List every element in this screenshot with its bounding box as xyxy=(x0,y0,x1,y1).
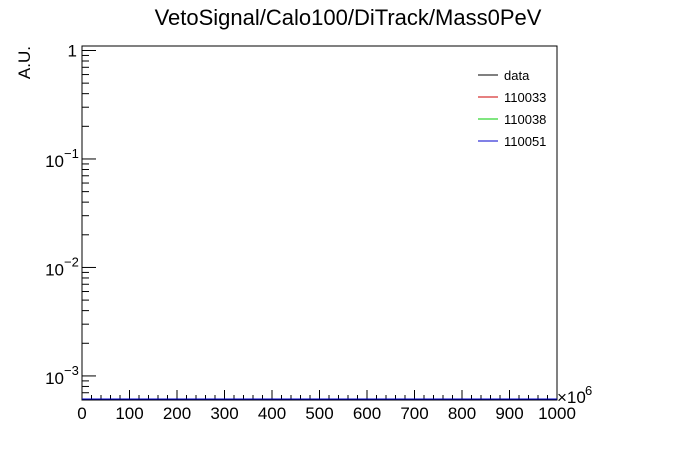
y-tick-exponent: −2 xyxy=(64,254,79,269)
plot-frame xyxy=(81,45,558,401)
x-scale-label: ×10 xyxy=(557,388,586,407)
y-axis-label: A.U. xyxy=(15,46,34,79)
chart-title: VetoSignal/Calo100/DiTrack/Mass0PeV xyxy=(155,5,542,30)
x-tick-label: 400 xyxy=(258,404,286,423)
x-tick-label: 500 xyxy=(305,404,333,423)
y-tick-label: 1 xyxy=(68,41,77,60)
x-axis-scale-factor: ×10 6 xyxy=(557,383,592,407)
x-tick-label: 200 xyxy=(163,404,191,423)
y-tick-exponent: −3 xyxy=(64,363,79,378)
x-scale-exponent: 6 xyxy=(585,383,592,398)
legend: data 110033 110038 110051 xyxy=(478,68,546,149)
legend-entry: 110051 xyxy=(504,134,546,149)
x-tick-label: 300 xyxy=(210,404,238,423)
legend-entry: data xyxy=(504,68,530,83)
y-tick-label: 10 xyxy=(45,260,64,279)
legend-entry: 110033 xyxy=(504,90,546,105)
y-tick-exponent: −1 xyxy=(64,146,79,161)
y-tick-label: 10 xyxy=(45,152,64,171)
x-axis: 0 100 200 300 400 500 600 700 800 900 1000 xyxy=(77,390,576,423)
x-tick-label: 0 xyxy=(77,404,86,423)
x-tick-label: 100 xyxy=(115,404,143,423)
x-tick-label: 700 xyxy=(400,404,428,423)
y-axis: 110−110−210−3 xyxy=(45,41,96,401)
legend-entry: 110038 xyxy=(504,112,546,127)
x-tick-label: 1000 xyxy=(538,404,576,423)
y-tick-label: 10 xyxy=(45,369,64,388)
x-tick-label: 600 xyxy=(353,404,381,423)
x-tick-label: 900 xyxy=(495,404,523,423)
x-tick-label: 800 xyxy=(448,404,476,423)
